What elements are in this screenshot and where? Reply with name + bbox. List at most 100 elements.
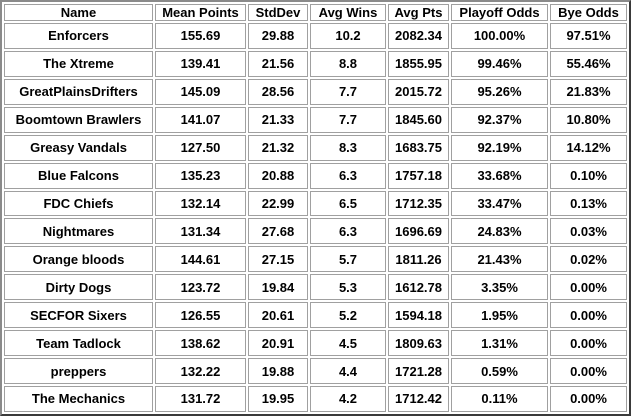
stat-cell: 4.2 bbox=[310, 385, 386, 412]
stat-cell: 141.07 bbox=[155, 106, 246, 133]
team-row: Blue Falcons 135.23 20.88 6.3 1757.18 33.68% 0… bbox=[4, 162, 627, 189]
stat-cell: 7.7 bbox=[310, 106, 386, 133]
stat-cell: 0.59% bbox=[451, 358, 548, 384]
stat-cell: 0.03% bbox=[550, 218, 627, 245]
stat-cell: 131.34 bbox=[155, 218, 246, 245]
stat-cell: 0.00% bbox=[550, 385, 627, 412]
stat-cell: 1757.18 bbox=[388, 162, 449, 189]
stat-cell: 0.13% bbox=[550, 190, 627, 217]
column-header: Playoff Odds bbox=[451, 4, 548, 21]
team-row: SECFOR Sixers 126.55 20.61 5.2 1594.18 1.95% 0… bbox=[4, 302, 627, 329]
stat-cell: 0.10% bbox=[550, 162, 627, 189]
stat-cell: 0.02% bbox=[550, 246, 627, 273]
column-header: Avg Pts bbox=[388, 4, 449, 21]
stat-cell: 5.2 bbox=[310, 302, 386, 329]
team-row: Orange bloods 144.61 27.15 5.7 1811.26 21.43%… bbox=[4, 246, 627, 273]
team-name: SECFOR Sixers bbox=[4, 302, 153, 329]
stat-cell: 29.88 bbox=[248, 23, 308, 49]
team-row: Boomtown Brawlers 141.07 21.33 7.7 1845.60 92… bbox=[4, 106, 627, 133]
stat-cell: 0.00% bbox=[550, 302, 627, 329]
stat-cell: 132.14 bbox=[155, 190, 246, 217]
stat-cell: 22.99 bbox=[248, 190, 308, 217]
team-name: GreatPlainsDrifters bbox=[4, 78, 153, 105]
stat-cell: 21.32 bbox=[248, 134, 308, 161]
stat-cell: 6.5 bbox=[310, 190, 386, 217]
column-header: StdDev bbox=[248, 4, 308, 21]
stat-cell: 92.19% bbox=[451, 134, 548, 161]
team-name: Greasy Vandals bbox=[4, 134, 153, 161]
column-header: Name bbox=[4, 4, 153, 21]
stat-cell: 138.62 bbox=[155, 330, 246, 357]
stat-cell: 20.88 bbox=[248, 162, 308, 189]
team-row: The Xtreme 139.41 21.56 8.8 1855.95 99.46% 55.… bbox=[4, 50, 627, 77]
stat-cell: 123.72 bbox=[155, 274, 246, 301]
team-name: Team Tadlock bbox=[4, 330, 153, 357]
stat-cell: 5.7 bbox=[310, 246, 386, 273]
column-header: Bye Odds bbox=[550, 4, 627, 21]
stat-cell: 97.51% bbox=[550, 23, 627, 49]
stat-cell: 55.46% bbox=[550, 50, 627, 77]
stat-cell: 95.26% bbox=[451, 78, 548, 105]
stat-cell: 1594.18 bbox=[388, 302, 449, 329]
stat-cell: 155.69 bbox=[155, 23, 246, 49]
stat-cell: 3.35% bbox=[451, 274, 548, 301]
stat-cell: 145.09 bbox=[155, 78, 246, 105]
stat-cell: 33.68% bbox=[451, 162, 548, 189]
team-row: Enforcers 155.69 29.88 10.2 2082.34 100.00% 97… bbox=[4, 23, 627, 49]
stat-cell: 19.84 bbox=[248, 274, 308, 301]
team-name: Boomtown Brawlers bbox=[4, 106, 153, 133]
stat-cell: 8.3 bbox=[310, 134, 386, 161]
stat-cell: 19.95 bbox=[248, 385, 308, 412]
column-header: Avg Wins bbox=[310, 4, 386, 21]
stat-cell: 21.43% bbox=[451, 246, 548, 273]
stat-cell: 21.33 bbox=[248, 106, 308, 133]
stat-cell: 144.61 bbox=[155, 246, 246, 273]
stat-cell: 0.00% bbox=[550, 274, 627, 301]
stat-cell: 20.61 bbox=[248, 302, 308, 329]
column-header: Mean Points bbox=[155, 4, 246, 21]
stat-cell: 0.11% bbox=[451, 385, 548, 412]
team-row: GreatPlainsDrifters 145.09 28.56 7.7 2015.72… bbox=[4, 78, 627, 105]
team-row: FDC Chiefs 132.14 22.99 6.5 1712.35 33.47% 0.1… bbox=[4, 190, 627, 217]
stat-cell: 4.4 bbox=[310, 358, 386, 384]
team-name: FDC Chiefs bbox=[4, 190, 153, 217]
team-row: Team Tadlock 138.62 20.91 4.5 1809.63 1.31% 0.… bbox=[4, 330, 627, 357]
team-name: The Mechanics bbox=[4, 385, 153, 412]
stat-cell: 131.72 bbox=[155, 385, 246, 412]
stat-cell: 132.22 bbox=[155, 358, 246, 384]
stat-cell: 126.55 bbox=[155, 302, 246, 329]
header-row: Name Mean Points StdDev Avg Wins Avg Pts Play… bbox=[4, 4, 627, 21]
stat-cell: 1.31% bbox=[451, 330, 548, 357]
stat-cell: 2015.72 bbox=[388, 78, 449, 105]
stat-cell: 1712.42 bbox=[388, 385, 449, 412]
stat-cell: 24.83% bbox=[451, 218, 548, 245]
stat-cell: 33.47% bbox=[451, 190, 548, 217]
team-row: preppers 132.22 19.88 4.4 1721.28 0.59% 0.00% bbox=[4, 358, 627, 384]
stat-cell: 1696.69 bbox=[388, 218, 449, 245]
stat-cell: 20.91 bbox=[248, 330, 308, 357]
stat-cell: 0.00% bbox=[550, 330, 627, 357]
stat-cell: 1721.28 bbox=[388, 358, 449, 384]
stat-cell: 92.37% bbox=[451, 106, 548, 133]
stat-cell: 28.56 bbox=[248, 78, 308, 105]
stat-cell: 8.8 bbox=[310, 50, 386, 77]
stat-cell: 14.12% bbox=[550, 134, 627, 161]
stat-cell: 1612.78 bbox=[388, 274, 449, 301]
stat-cell: 1845.60 bbox=[388, 106, 449, 133]
stat-cell: 0.00% bbox=[550, 358, 627, 384]
stat-cell: 27.68 bbox=[248, 218, 308, 245]
stat-cell: 27.15 bbox=[248, 246, 308, 273]
team-name: Nightmares bbox=[4, 218, 153, 245]
team-name: Enforcers bbox=[4, 23, 153, 49]
team-row: The Mechanics 131.72 19.95 4.2 1712.42 0.11% 0… bbox=[4, 385, 627, 412]
stat-cell: 1683.75 bbox=[388, 134, 449, 161]
stat-cell: 139.41 bbox=[155, 50, 246, 77]
team-name: The Xtreme bbox=[4, 50, 153, 77]
team-name: Dirty Dogs bbox=[4, 274, 153, 301]
stat-cell: 2082.34 bbox=[388, 23, 449, 49]
stat-cell: 7.7 bbox=[310, 78, 386, 105]
stat-cell: 6.3 bbox=[310, 218, 386, 245]
stat-cell: 1809.63 bbox=[388, 330, 449, 357]
stat-cell: 21.56 bbox=[248, 50, 308, 77]
stat-cell: 4.5 bbox=[310, 330, 386, 357]
